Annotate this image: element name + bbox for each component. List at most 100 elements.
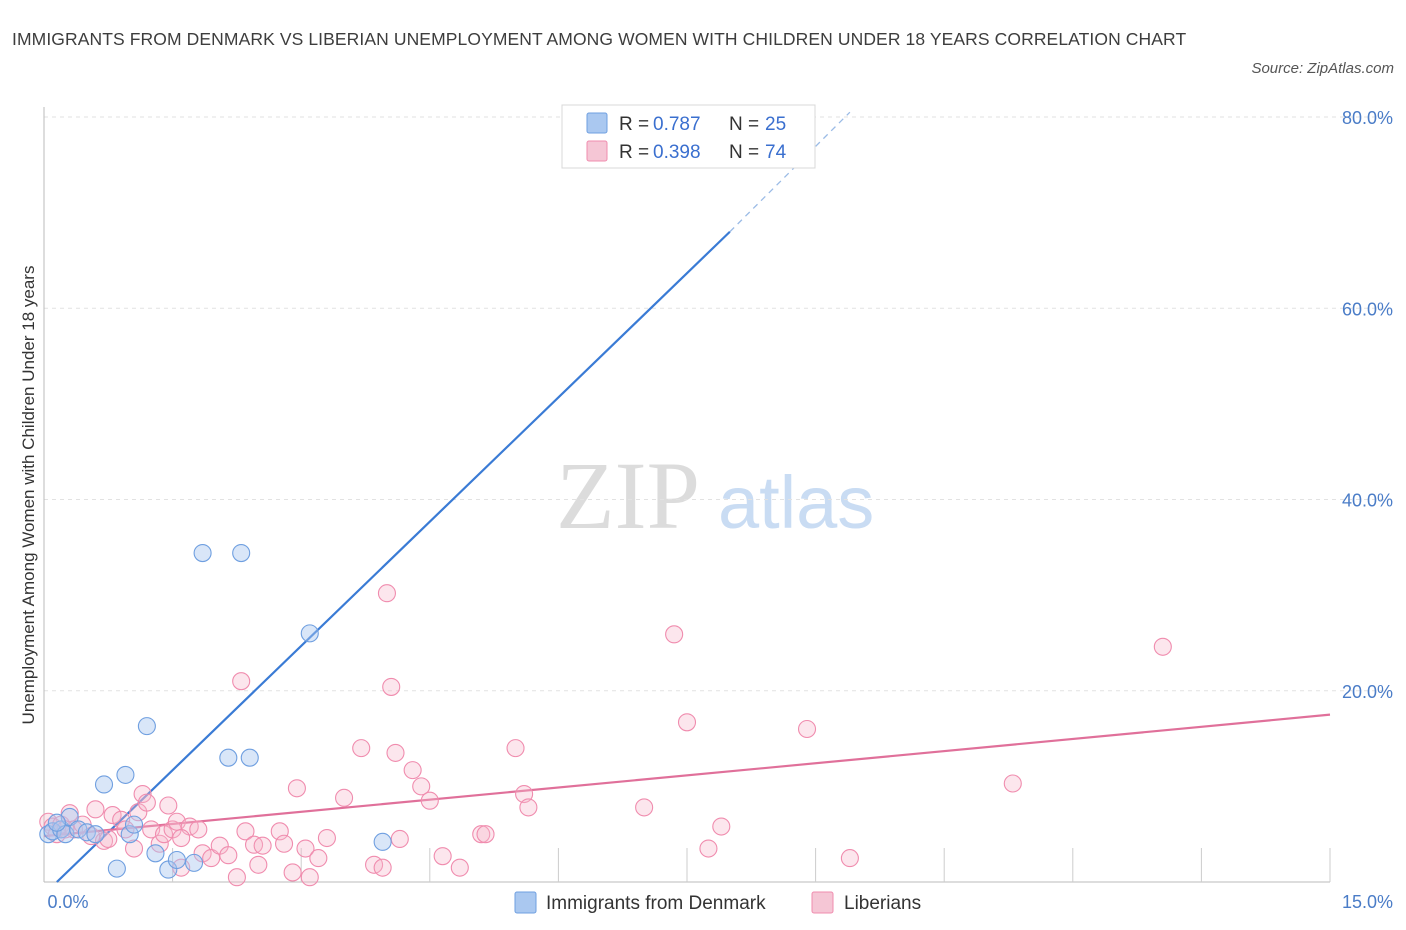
point-liberians xyxy=(677,713,697,732)
point-liberians xyxy=(133,784,152,804)
point-liberians xyxy=(335,788,354,807)
point-liberians xyxy=(412,777,431,796)
y-tick-label: 20.0% xyxy=(1342,682,1393,702)
x-tick-label-min: 0.0% xyxy=(47,892,88,912)
point-liberians xyxy=(296,839,315,858)
point-denmark xyxy=(124,815,144,834)
y-axis-label: Unemployment Among Women with Children U… xyxy=(19,266,38,725)
point-denmark xyxy=(120,825,139,844)
point-liberians xyxy=(472,825,491,844)
point-denmark xyxy=(47,813,66,832)
point-liberians xyxy=(433,847,452,866)
point-liberians xyxy=(403,761,422,780)
point-liberians xyxy=(253,836,272,855)
point-liberians xyxy=(476,825,495,844)
tick-labels: 20.0% 40.0% 60.0% 80.0% 0.0% 15.0% xyxy=(47,108,1393,912)
point-liberians xyxy=(172,828,191,848)
x-tick-label-max: 15.0% xyxy=(1342,892,1393,912)
trend-line-denmark xyxy=(56,230,731,883)
point-liberians xyxy=(840,849,859,868)
point-denmark xyxy=(146,844,165,863)
point-liberians xyxy=(635,798,654,817)
point-liberians xyxy=(506,739,525,758)
y-tick-label: 40.0% xyxy=(1342,491,1393,511)
point-liberians xyxy=(150,834,169,853)
source-label: Source: ZipAtlas.com xyxy=(1251,60,1394,77)
legend-n-label-denmark: N = xyxy=(729,114,759,135)
point-liberians xyxy=(227,868,246,887)
point-liberians xyxy=(699,839,718,858)
point-liberians xyxy=(386,743,405,762)
point-liberians xyxy=(515,784,534,804)
legend-r-value-denmark: 0.787 xyxy=(653,114,701,135)
point-liberians xyxy=(1003,774,1022,793)
watermark-atlas: atlas xyxy=(718,461,874,544)
point-liberians xyxy=(236,822,255,841)
trend-lines xyxy=(43,111,1331,883)
point-liberians xyxy=(154,825,174,844)
point-denmark xyxy=(373,832,392,851)
data-points xyxy=(39,543,1172,887)
point-liberians xyxy=(797,719,817,739)
legend-swatch-liberians xyxy=(586,140,608,162)
point-denmark xyxy=(107,859,126,878)
point-liberians xyxy=(86,800,105,819)
point-liberians xyxy=(300,868,319,887)
point-liberians xyxy=(373,858,392,877)
watermark-zip: ZIP xyxy=(556,442,700,549)
legend-swatch-denmark xyxy=(586,112,608,134)
point-liberians xyxy=(390,829,409,849)
point-denmark xyxy=(232,543,251,563)
series-legend-label-denmark: Immigrants from Denmark xyxy=(546,893,766,914)
point-liberians xyxy=(202,849,221,868)
point-denmark xyxy=(167,850,186,870)
point-denmark xyxy=(193,543,212,563)
legend-r-label-denmark: R = xyxy=(619,114,649,135)
point-liberians xyxy=(103,806,122,825)
point-liberians xyxy=(519,798,538,817)
legend-n-value-liberians: 74 xyxy=(765,142,787,163)
point-denmark xyxy=(137,717,156,736)
legend-r-label-liberians: R = xyxy=(619,142,649,163)
point-liberians xyxy=(420,791,439,810)
point-denmark xyxy=(240,748,259,767)
point-liberians xyxy=(377,584,396,603)
y-tick-label: 80.0% xyxy=(1342,108,1393,128)
point-denmark xyxy=(300,624,319,643)
legend-n-value-denmark: 25 xyxy=(765,114,786,135)
point-denmark xyxy=(184,853,204,872)
legend-r-value-liberians: 0.398 xyxy=(653,142,701,163)
legend-n-label-liberians: N = xyxy=(729,142,759,163)
point-liberians xyxy=(1153,637,1172,656)
point-liberians xyxy=(283,863,302,882)
point-liberians xyxy=(287,779,306,798)
point-denmark xyxy=(116,765,135,784)
point-liberians xyxy=(219,846,238,865)
point-denmark xyxy=(86,825,105,844)
series-legend-swatch-liberians xyxy=(811,891,834,914)
grid-lines xyxy=(44,116,1390,692)
chart-title: IMMIGRANTS FROM DENMARK VS LIBERIAN UNEM… xyxy=(12,29,1187,49)
point-liberians xyxy=(275,834,294,853)
point-liberians xyxy=(124,839,144,858)
point-liberians xyxy=(189,820,208,839)
point-denmark xyxy=(94,775,114,794)
point-liberians xyxy=(159,796,178,815)
point-liberians xyxy=(450,858,469,877)
point-liberians xyxy=(317,828,336,848)
point-liberians xyxy=(232,672,251,691)
point-liberians xyxy=(249,855,268,874)
point-liberians xyxy=(137,793,156,812)
point-liberians xyxy=(382,677,401,696)
point-denmark xyxy=(219,748,238,767)
point-liberians xyxy=(665,625,684,644)
point-liberians xyxy=(352,739,371,758)
trend-line-liberians xyxy=(43,713,1331,838)
point-liberians xyxy=(712,817,731,836)
y-tick-label: 60.0% xyxy=(1342,299,1393,319)
series-legend-label-liberians: Liberians xyxy=(844,893,921,914)
stats-legend: R = 0.787 N = 25 R = 0.398 N = 74 xyxy=(561,104,816,169)
series-legend: Immigrants from Denmark Liberians xyxy=(514,891,921,914)
series-legend-swatch-denmark xyxy=(514,891,537,914)
